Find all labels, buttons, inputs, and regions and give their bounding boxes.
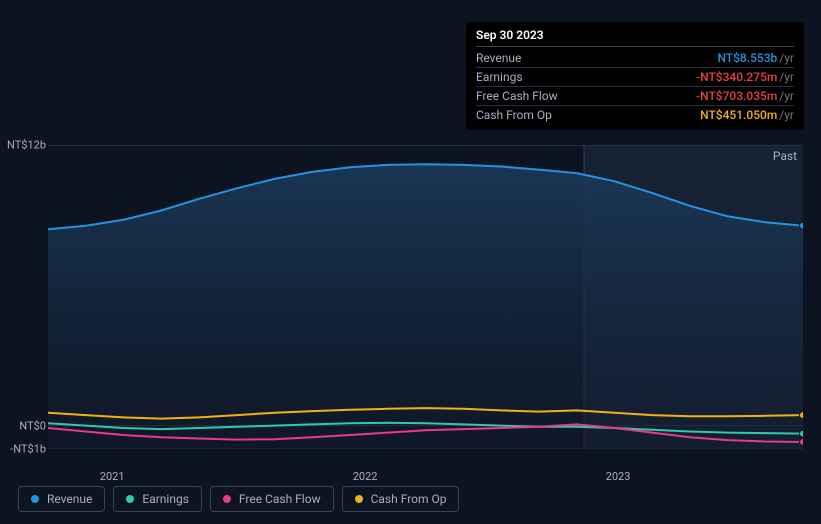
- legend-item[interactable]: Revenue: [18, 486, 105, 512]
- x-axis-tick-label: 2022: [353, 470, 378, 483]
- chart-tooltip: Sep 30 2023 Revenue NT$8.553b/yr Earnings -…: [466, 22, 804, 130]
- tooltip-metric-value: NT$8.553b/yr: [717, 51, 794, 65]
- tooltip-metric-label: Cash From Op: [476, 108, 552, 122]
- legend-label: Cash From Op: [371, 492, 447, 506]
- y-axis-tick-label: -NT$1b: [10, 443, 46, 456]
- tooltip-row: Cash From Op NT$451.050m/yr: [476, 106, 794, 124]
- legend-dot-icon: [31, 495, 39, 503]
- y-axis-tick-label: NT$0: [19, 419, 46, 432]
- legend-item[interactable]: Cash From Op: [342, 486, 460, 512]
- tooltip-row: Earnings -NT$340.275m/yr: [476, 68, 794, 87]
- chart-plot-area[interactable]: Past: [48, 145, 803, 449]
- y-axis-tick-label: NT$12b: [7, 139, 46, 152]
- legend-item[interactable]: Free Cash Flow: [210, 486, 334, 512]
- legend-label: Earnings: [142, 492, 189, 506]
- x-axis-tick-label: 2023: [606, 470, 631, 483]
- x-axis-labels: 2021 2022 2023: [48, 470, 803, 486]
- tooltip-date: Sep 30 2023: [476, 28, 794, 47]
- tooltip-metric-label: Earnings: [476, 70, 523, 84]
- tooltip-metric-value: NT$451.050m/yr: [700, 108, 794, 122]
- tooltip-row: Free Cash Flow -NT$703.035m/yr: [476, 87, 794, 106]
- legend-dot-icon: [126, 495, 134, 503]
- legend-dot-icon: [223, 495, 231, 503]
- x-axis-tick-label: 2021: [100, 470, 125, 483]
- legend-label: Free Cash Flow: [239, 492, 321, 506]
- chart-container: Past NT$12bNT$0-NT$1b: [18, 125, 803, 469]
- tooltip-metric-value: -NT$703.035m/yr: [696, 89, 794, 103]
- tooltip-row: Revenue NT$8.553b/yr: [476, 49, 794, 68]
- tooltip-metric-label: Revenue: [476, 51, 521, 65]
- tooltip-metric-label: Free Cash Flow: [476, 89, 558, 103]
- tooltip-metric-value: -NT$340.275m/yr: [696, 70, 794, 84]
- legend-label: Revenue: [47, 492, 92, 506]
- past-label: Past: [773, 149, 797, 163]
- legend-dot-icon: [355, 495, 363, 503]
- legend-item[interactable]: Earnings: [113, 486, 202, 512]
- chart-legend: Revenue Earnings Free Cash Flow Cash From O…: [18, 486, 459, 512]
